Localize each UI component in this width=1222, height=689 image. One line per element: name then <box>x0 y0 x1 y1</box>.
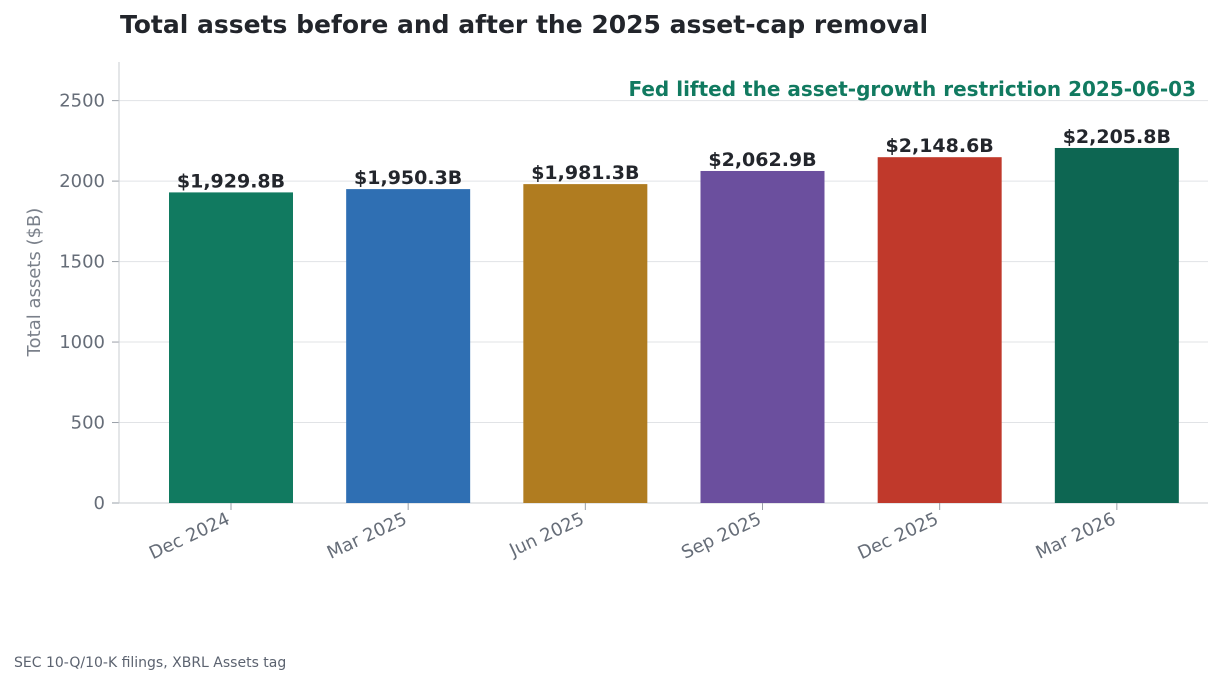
y-tick-labels: 0 500 1000 1500 2000 2500 <box>59 91 105 514</box>
data-labels: $1,929.8B $1,950.3B $1,981.3B $2,062.9B $2,1… <box>177 126 1171 192</box>
y-tick-label: 500 <box>71 413 105 434</box>
bar-sep-2025 <box>700 170 825 503</box>
annotation-text: Fed lifted the asset-growth restriction … <box>629 77 1196 101</box>
data-label: $2,062.9B <box>708 149 816 171</box>
data-label: $1,950.3B <box>354 167 462 189</box>
data-label: $1,929.8B <box>177 170 285 192</box>
x-tick-label: Jun 2025 <box>505 508 587 561</box>
bar-mar-2025 <box>346 189 471 503</box>
y-tick-label: 0 <box>94 493 105 514</box>
x-tick-label: Mar 2025 <box>324 508 410 563</box>
x-tick-label: Sep 2025 <box>678 508 764 563</box>
y-tick-label: 2500 <box>59 91 105 112</box>
y-tick-label: 2000 <box>59 171 105 192</box>
y-axis-title: Total assets ($B) <box>24 208 45 358</box>
x-tick-label: Dec 2024 <box>146 508 233 564</box>
y-tick-label: 1000 <box>59 332 105 353</box>
data-label: $2,205.8B <box>1063 126 1171 148</box>
bar-dec-2024 <box>169 192 293 503</box>
gridlines <box>119 100 1208 424</box>
x-tick-label: Dec 2025 <box>855 508 942 564</box>
data-label: $1,981.3B <box>531 162 639 184</box>
bar-jun-2025 <box>523 184 648 503</box>
bar-dec-2025 <box>877 157 1002 503</box>
y-tick-label: 1500 <box>59 252 105 273</box>
bar-mar-2026 <box>1054 147 1179 503</box>
chart-title: Total assets before and after the 2025 a… <box>120 10 929 39</box>
bars <box>169 147 1179 503</box>
x-tick-labels: Dec 2024 Mar 2025 Jun 2025 Sep 2025 Dec 2025… <box>146 508 1119 564</box>
x-tick-label: Mar 2026 <box>1033 508 1119 563</box>
axes <box>112 62 1208 510</box>
data-label: $2,148.6B <box>886 135 994 157</box>
source-note: SEC 10-Q/10-K filings, XBRL Assets tag <box>14 655 287 671</box>
